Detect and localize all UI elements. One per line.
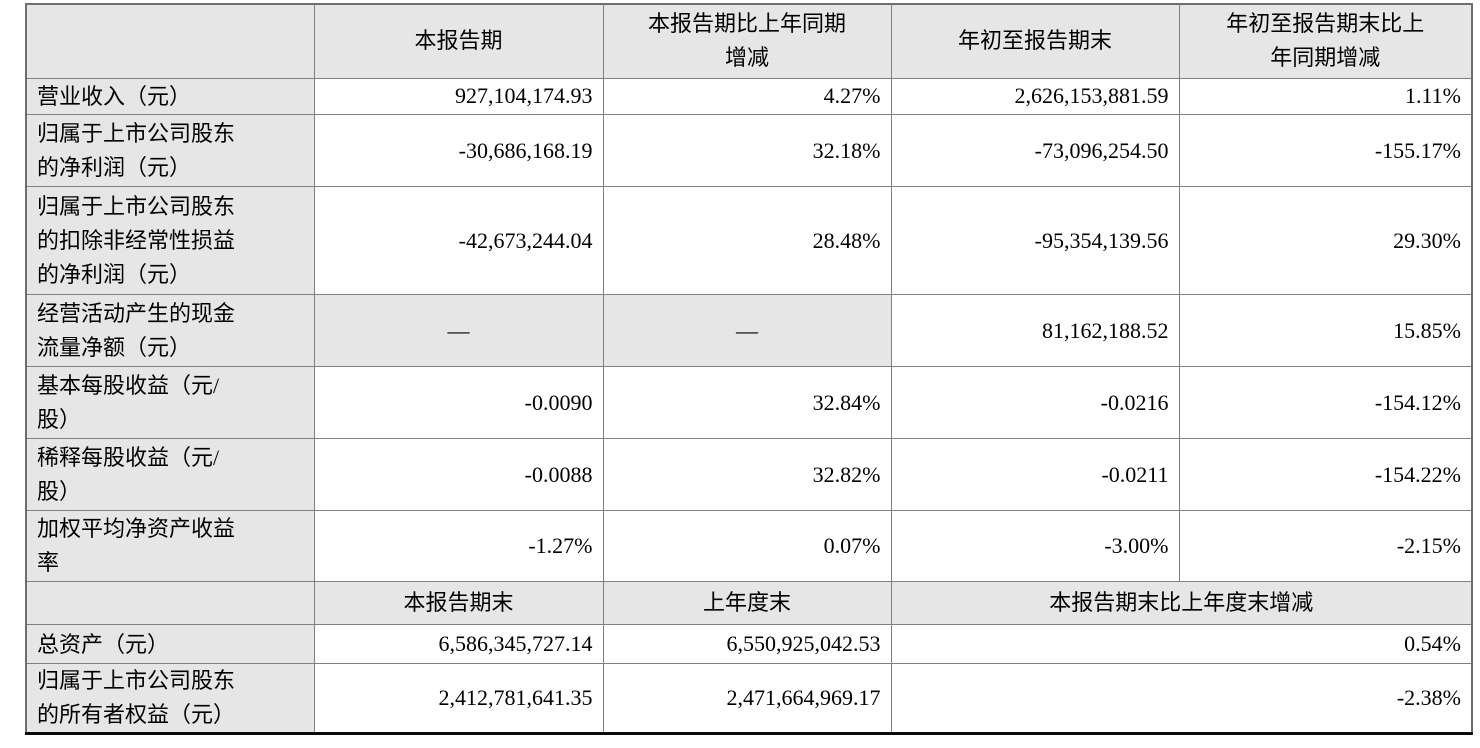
cell-value: 6,550,925,042.53	[602, 624, 892, 665]
cell-value: 32.84%	[602, 366, 892, 440]
cell-value: -154.12%	[1178, 366, 1473, 440]
cell-value: 4.27%	[602, 77, 892, 116]
table-row-equity: 归属于上市公司股东的所有者权益（元） 2,412,781,641.35 2,47…	[25, 663, 1473, 735]
cell-value: -0.0216	[890, 366, 1180, 440]
cell-value: -42,673,244.04	[313, 186, 604, 296]
table-row-diluted-eps: 稀释每股收益（元/股） -0.0088 32.82% -0.0211 -154.…	[25, 438, 1473, 512]
cell-value-na: —	[313, 294, 604, 368]
cell-value: 29.30%	[1178, 186, 1473, 296]
label-text: 营业收入（元）	[37, 84, 192, 110]
table-row-net-profit-excl-nonrecurring: 归属于上市公司股东的扣除非经常性损益的净利润（元） -42,673,244.04…	[25, 186, 1473, 296]
row-label: 加权平均净资产收益率	[25, 510, 315, 583]
cell-value: -2.15%	[1178, 510, 1473, 583]
cell-value: 32.82%	[602, 438, 892, 512]
cell-value: 2,471,664,969.17	[602, 663, 892, 735]
label-text: 归属于上市公司股东的净利润（元）	[37, 120, 236, 180]
table-row-weighted-avg-roe: 加权平均净资产收益率 -1.27% 0.07% -3.00% -2.15%	[25, 510, 1473, 583]
cell-value: -30,686,168.19	[313, 114, 604, 188]
cell-value: 2,626,153,881.59	[890, 77, 1180, 116]
cell-value: 32.18%	[602, 114, 892, 188]
financial-summary-table: 本报告期 本报告期比上年同期增减 年初至报告期末 年初至报告期末比上年同期增减 …	[25, 3, 1473, 736]
row-label: 归属于上市公司股东的所有者权益（元）	[25, 663, 315, 735]
col-header-blank	[25, 581, 315, 626]
col-header-prior-year-end: 上年度末	[602, 581, 892, 626]
cell-value: -0.0090	[313, 366, 604, 440]
label-text: 稀释每股收益（元/股）	[37, 444, 220, 504]
col-header-period-end-change: 本报告期末比上年度末增减	[890, 581, 1473, 626]
cell-value: 2,412,781,641.35	[313, 663, 604, 735]
label-text: 总资产（元）	[37, 632, 170, 658]
label-text: 归属于上市公司股东的所有者权益（元）	[37, 668, 236, 728]
cell-value: -154.22%	[1178, 438, 1473, 512]
cell-value: 927,104,174.93	[313, 77, 604, 116]
cell-value: -3.00%	[890, 510, 1180, 583]
cell-value: 28.48%	[602, 186, 892, 296]
row-label: 经营活动产生的现金流量净额（元）	[25, 294, 315, 368]
table-row-revenue: 营业收入（元） 927,104,174.93 4.27% 2,626,153,8…	[25, 77, 1473, 116]
table-row-basic-eps: 基本每股收益（元/股） -0.0090 32.84% -0.0216 -154.…	[25, 366, 1473, 440]
cell-value: -0.0088	[313, 438, 604, 512]
table-row-operating-cash-flow: 经营活动产生的现金流量净额（元） — — 81,162,188.52 15.85…	[25, 294, 1473, 368]
col-header-ytd: 年初至报告期末	[890, 3, 1180, 79]
cell-value: -2.38%	[890, 663, 1473, 735]
row-label: 归属于上市公司股东的扣除非经常性损益的净利润（元）	[25, 186, 315, 296]
row-label: 归属于上市公司股东的净利润（元）	[25, 114, 315, 188]
cell-value: 81,162,188.52	[890, 294, 1180, 368]
cell-value: 0.54%	[890, 624, 1473, 665]
row-label: 稀释每股收益（元/股）	[25, 438, 315, 512]
header-text: 年初至报告期末比上年同期增减	[1226, 11, 1425, 71]
col-header-blank	[25, 3, 315, 79]
col-header-current-period: 本报告期	[313, 3, 604, 79]
label-text: 归属于上市公司股东的扣除非经常性损益的净利润（元）	[37, 193, 236, 287]
label-text: 加权平均净资产收益率	[37, 516, 236, 576]
cell-value: -155.17%	[1178, 114, 1473, 188]
row-label: 总资产（元）	[25, 624, 315, 665]
label-text: 经营活动产生的现金流量净额（元）	[37, 300, 236, 360]
cell-value: -95,354,139.56	[890, 186, 1180, 296]
row-label: 营业收入（元）	[25, 77, 315, 116]
row-label: 基本每股收益（元/股）	[25, 366, 315, 440]
table-header-row-period-end: 本报告期末 上年度末 本报告期末比上年度末增减	[25, 581, 1473, 626]
cell-value: 6,586,345,727.14	[313, 624, 604, 665]
table-row-total-assets: 总资产（元） 6,586,345,727.14 6,550,925,042.53…	[25, 624, 1473, 665]
col-header-ytd-yoy-change: 年初至报告期末比上年同期增减	[1178, 3, 1473, 79]
label-text: 基本每股收益（元/股）	[37, 372, 220, 432]
col-header-period-yoy-change: 本报告期比上年同期增减	[602, 3, 892, 79]
table-header-row-period: 本报告期 本报告期比上年同期增减 年初至报告期末 年初至报告期末比上年同期增减	[25, 3, 1473, 79]
col-header-period-end: 本报告期末	[313, 581, 604, 626]
cell-value: 1.11%	[1178, 77, 1473, 116]
table-row-net-profit: 归属于上市公司股东的净利润（元） -30,686,168.19 32.18% -…	[25, 114, 1473, 188]
cell-value: 0.07%	[602, 510, 892, 583]
cell-value-na: —	[602, 294, 892, 368]
cell-value: -73,096,254.50	[890, 114, 1180, 188]
cell-value: -0.0211	[890, 438, 1180, 512]
header-text: 本报告期比上年同期增减	[647, 11, 846, 71]
cell-value: -1.27%	[313, 510, 604, 583]
cell-value: 15.85%	[1178, 294, 1473, 368]
